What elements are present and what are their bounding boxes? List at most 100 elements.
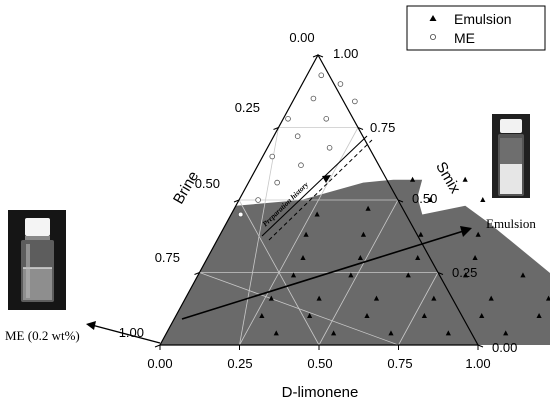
right-tick-mark <box>437 272 444 275</box>
emulsion-point <box>290 272 297 278</box>
left-tick-mark <box>194 272 200 275</box>
bottom-tick-4: 1.00 <box>465 356 490 371</box>
left-tick-0: 0.00 <box>289 30 314 45</box>
preparation-history-line <box>261 135 368 237</box>
me-vial-photo <box>8 210 66 310</box>
bottom-tick-2: 0.50 <box>307 356 332 371</box>
me-vial-neck <box>25 236 50 240</box>
emulsion-point <box>360 231 367 237</box>
me-arrowhead <box>86 321 96 330</box>
right-tick-mark <box>397 199 404 203</box>
me-point <box>285 116 291 122</box>
emulsion-point <box>545 295 550 301</box>
legend-emulsion-label: Emulsion <box>454 11 512 27</box>
emulsion-point <box>488 295 494 301</box>
grid-line <box>199 272 399 346</box>
emulsion-point <box>268 295 274 301</box>
emulsion-point <box>409 176 416 182</box>
me-point <box>269 153 276 160</box>
me-point <box>323 116 330 122</box>
emulsion-region <box>160 179 550 345</box>
emulsion-point <box>462 176 468 182</box>
emulsion-arrowhead <box>460 226 472 237</box>
emulsion-point <box>316 295 322 301</box>
me-point <box>318 72 325 79</box>
me-point <box>294 133 301 140</box>
emulsion-point <box>365 205 371 211</box>
emulsion-vial-upper-phase <box>500 138 522 164</box>
emulsion-point <box>303 231 309 237</box>
bottom-tick-0: 0.00 <box>147 356 172 371</box>
emulsion-point <box>520 272 526 278</box>
me-point <box>352 98 358 105</box>
me-point <box>298 162 304 169</box>
bottom-tick-3: 0.75 <box>387 356 412 371</box>
legend-box <box>406 5 546 51</box>
me-point <box>255 197 261 203</box>
emulsion-point <box>503 330 509 336</box>
grid-line <box>398 272 439 346</box>
emulsion-point <box>314 211 320 217</box>
emulsion-point <box>418 231 424 237</box>
emulsion-point <box>357 255 363 260</box>
bottom-tick-1: 0.25 <box>227 356 252 371</box>
me-point <box>274 179 280 186</box>
emulsion-vial-emulsion-phase <box>500 164 522 194</box>
right-tick-4: 1.00 <box>333 46 358 61</box>
left-tick-mark <box>273 127 279 130</box>
plot-area <box>154 53 550 350</box>
emulsion-point <box>259 313 265 318</box>
emulsion-arrow-line <box>181 228 471 320</box>
emulsion-point <box>273 330 279 336</box>
left-axis: 0.00 0.25 0.50 0.75 1.00 Brine <box>119 30 315 340</box>
right-tick-mark <box>317 54 324 58</box>
me-photo-label: ME (0.2 wt%) <box>5 328 80 343</box>
me-vial-cap <box>25 218 50 236</box>
left-tick-4: 1.00 <box>119 325 144 340</box>
left-tick-mark <box>233 199 240 203</box>
legend-me-label: ME <box>454 30 475 46</box>
emulsion-point <box>307 313 313 318</box>
emulsion-point <box>536 313 542 318</box>
me-point <box>237 211 244 218</box>
right-tick-2: 0.50 <box>412 191 437 206</box>
emulsion-point <box>373 295 380 301</box>
emulsion-point <box>348 272 354 278</box>
emulsion-point <box>421 313 427 318</box>
emulsion-point <box>480 197 486 202</box>
preparation-history-arrowhead <box>322 175 331 183</box>
emulsion-vial-photo <box>492 114 530 198</box>
me-arrow-line <box>87 323 161 344</box>
bottom-axis-title: D-limonene <box>282 384 359 401</box>
emulsion-point <box>475 231 481 237</box>
emulsion-point <box>331 330 337 336</box>
grid-line <box>238 199 320 346</box>
emulsion-point <box>427 197 433 202</box>
emulsion-point <box>405 272 411 278</box>
emulsion-point <box>445 330 451 336</box>
preparation-history-dashed-line <box>268 139 373 241</box>
emulsion-point <box>479 313 485 318</box>
emulsion-point <box>463 272 469 278</box>
legend-emulsion-marker <box>429 15 437 21</box>
right-tick-mark <box>357 127 364 130</box>
right-tick-0: 0.00 <box>492 340 517 355</box>
right-tick-1: 0.25 <box>452 265 477 280</box>
left-tick-mark <box>312 54 319 58</box>
left-tick-1: 0.25 <box>235 100 260 115</box>
me-point <box>326 145 333 151</box>
right-tick-mark <box>477 344 484 348</box>
me-vial-highlight <box>26 244 30 298</box>
emulsion-vial-cap <box>500 119 522 133</box>
emulsion-point <box>388 330 394 336</box>
emulsion-point <box>431 295 437 301</box>
emulsion-point <box>364 313 370 318</box>
emulsion-point <box>472 255 478 260</box>
emulsion-point <box>415 255 421 260</box>
emulsion-point <box>300 255 306 260</box>
left-tick-mark <box>154 344 161 348</box>
legend: Emulsion ME <box>406 5 546 51</box>
emulsion-photo-label: Emulsion <box>486 216 536 231</box>
left-tick-3: 0.75 <box>155 250 180 265</box>
